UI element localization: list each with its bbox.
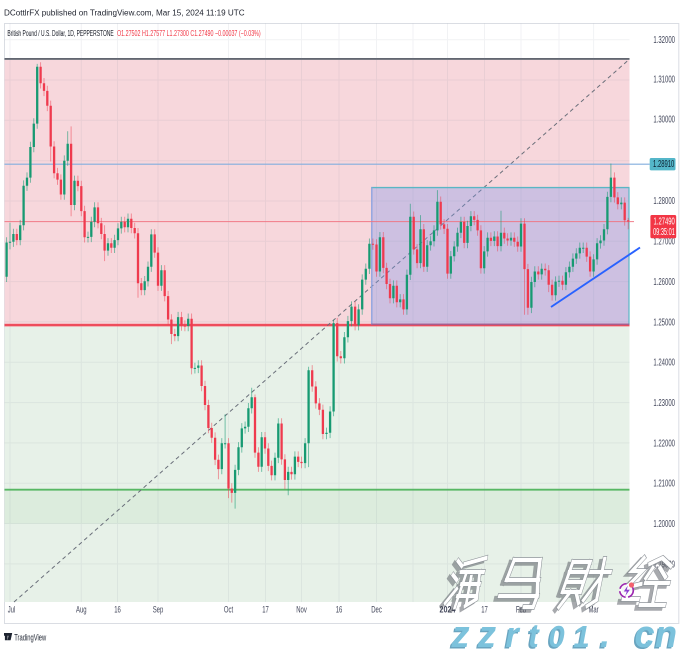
svg-text:1.28910: 1.28910 (653, 159, 675, 170)
svg-text:British Pound / U.S. Dollar, 1: British Pound / U.S. Dollar, 1D, PEPPERS… (7, 30, 114, 38)
svg-text:z: z (451, 612, 470, 651)
svg-text:1.21000: 1.21000 (653, 478, 675, 489)
svg-text:16: 16 (114, 604, 121, 615)
svg-text:Dec: Dec (371, 604, 382, 615)
svg-text:1.31000: 1.31000 (653, 74, 675, 85)
svg-text:1.24000: 1.24000 (653, 357, 675, 368)
svg-text:1: 1 (572, 622, 588, 651)
svg-text:.: . (598, 614, 608, 651)
svg-text:16: 16 (336, 604, 343, 615)
svg-text:09:35:01: 09:35:01 (653, 227, 675, 238)
svg-text:2024: 2024 (440, 603, 456, 614)
svg-text:DCottlrFX published on Trading: DCottlrFX published on TradingView.com, … (4, 8, 245, 17)
svg-text:n: n (655, 612, 677, 651)
svg-text:z: z (477, 612, 496, 651)
svg-text:1.27000: 1.27000 (653, 236, 675, 247)
svg-text:r: r (504, 617, 520, 651)
svg-text:Nov: Nov (296, 604, 307, 615)
svg-text:17: 17 (262, 604, 269, 615)
svg-text:c: c (634, 612, 654, 651)
svg-text:Sep: Sep (153, 604, 164, 615)
svg-text:Aug: Aug (76, 604, 87, 615)
svg-text:1.28000: 1.28000 (653, 195, 675, 206)
svg-text:z: z (449, 614, 468, 651)
svg-text:1.22000: 1.22000 (653, 438, 675, 449)
svg-text:1.27490: 1.27490 (654, 216, 676, 227)
svg-text:1.30000: 1.30000 (653, 114, 675, 125)
svg-text:0: 0 (547, 622, 564, 651)
svg-text:z: z (475, 614, 494, 651)
svg-text:c: c (633, 614, 653, 651)
svg-text:0: 0 (548, 620, 565, 651)
svg-text:1: 1 (573, 620, 589, 651)
svg-text:.: . (600, 612, 610, 651)
svg-text:1.25000: 1.25000 (653, 317, 675, 328)
svg-text:t: t (527, 619, 539, 651)
svg-text:Jul: Jul (8, 604, 16, 615)
svg-text:n: n (653, 614, 675, 651)
svg-text:r: r (505, 615, 521, 651)
svg-text:O1.27502 H1.27577 L1.27300 C1.: O1.27502 H1.27577 L1.27300 C1.27490 −0.0… (117, 30, 261, 38)
svg-text:TradingView: TradingView (14, 632, 46, 643)
svg-text:1.20000: 1.20000 (653, 519, 675, 530)
svg-text:17: 17 (481, 604, 488, 615)
svg-text:1.32000: 1.32000 (653, 35, 675, 46)
svg-text:Oct: Oct (224, 604, 234, 615)
svg-text:Mar: Mar (588, 604, 598, 615)
svg-text:1.26000: 1.26000 (653, 276, 675, 287)
svg-text:t: t (528, 617, 540, 651)
svg-text:1.23000: 1.23000 (653, 398, 675, 409)
